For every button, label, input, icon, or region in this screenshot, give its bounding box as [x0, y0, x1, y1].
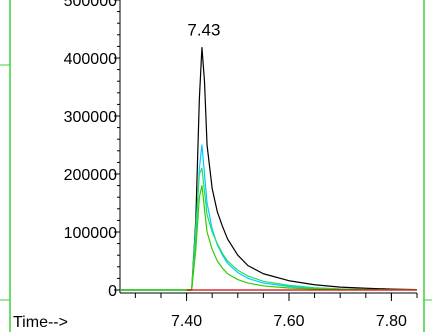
axes: 0 100000 200000 300000 400000 500000 7.40 7.60 7… [13, 0, 418, 331]
series-line-2 [120, 144, 418, 291]
series-layer [120, 46, 418, 291]
y-tick-label: 300000 [64, 109, 117, 126]
y-tick-label: 100000 [64, 225, 117, 242]
series-line-3 [120, 167, 418, 291]
x-axis-label: Time--> [13, 314, 68, 331]
y-tick-label: 500000 [64, 0, 117, 10]
x-tick-label: 7.80 [376, 313, 407, 330]
y-tick-label: 0 [108, 283, 117, 300]
series-line-1 [120, 46, 418, 291]
peak-label: 7.43 [187, 21, 220, 40]
x-tick-label: 7.40 [171, 313, 202, 330]
series-line-4 [120, 185, 418, 291]
y-tick-label: 200000 [64, 167, 117, 184]
labels-layer: 7.43 [187, 21, 220, 40]
x-tick-label: 7.60 [273, 313, 304, 330]
y-tick-label: 400000 [64, 51, 117, 68]
